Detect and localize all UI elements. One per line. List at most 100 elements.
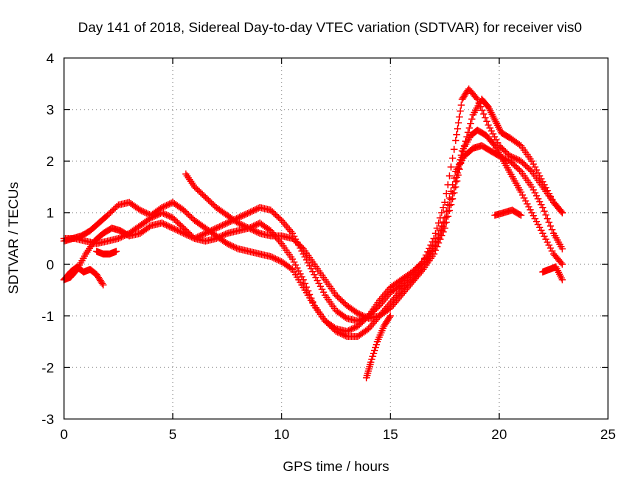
data-point: [454, 165, 462, 173]
data-point: [99, 281, 107, 289]
data-point: [211, 225, 219, 233]
series-track-6: [93, 247, 120, 258]
data-point: [358, 311, 366, 319]
data-point: [247, 208, 255, 216]
data-point: [111, 204, 119, 212]
data-point: [439, 228, 447, 236]
data-point: [341, 313, 349, 321]
data-point: [536, 198, 544, 206]
data-point: [534, 195, 542, 203]
data-point: [184, 232, 192, 240]
data-point: [200, 192, 208, 200]
data-point: [540, 181, 548, 189]
data-point: [114, 235, 122, 242]
data-point: [533, 218, 541, 226]
data-point: [348, 325, 356, 333]
data-point: [220, 231, 228, 239]
data-point: [460, 142, 468, 150]
x-tick-label: 15: [383, 426, 399, 442]
data-point: [295, 267, 303, 275]
data-point: [472, 94, 480, 102]
data-point: [483, 117, 491, 125]
data-point: [338, 330, 346, 338]
data-point: [248, 207, 256, 215]
data-point: [354, 309, 362, 317]
data-point: [268, 208, 276, 216]
data-point: [335, 329, 343, 337]
data-point: [172, 226, 180, 234]
data-point: [163, 201, 171, 209]
data-point: [548, 226, 556, 234]
data-point: [512, 155, 520, 163]
data-point: [287, 228, 295, 236]
data-point: [282, 222, 290, 230]
data-point: [357, 311, 365, 319]
data-point: [519, 191, 527, 199]
data-point: [498, 145, 506, 153]
data-point: [537, 201, 545, 209]
data-point: [540, 207, 548, 215]
data-point: [515, 141, 523, 149]
data-point: [546, 222, 554, 230]
data-point: [181, 230, 189, 238]
data-point: [247, 225, 255, 233]
data-point: [104, 211, 112, 219]
y-tick-label: -1: [42, 308, 55, 324]
data-point: [236, 213, 244, 221]
data-point: [517, 157, 525, 165]
data-point: [287, 264, 295, 272]
data-point: [363, 326, 371, 334]
data-point: [546, 193, 554, 201]
data-point: [253, 228, 261, 236]
y-tick-label: 1: [46, 205, 54, 221]
data-point: [517, 188, 525, 196]
data-point: [543, 187, 551, 195]
data-point: [298, 243, 306, 251]
data-point: [453, 177, 461, 185]
data-point: [242, 223, 250, 231]
data-point: [293, 264, 301, 272]
data-point: [462, 137, 470, 145]
data-point: [248, 226, 256, 234]
data-point: [270, 254, 278, 262]
data-point: [536, 223, 544, 231]
data-point: [468, 115, 476, 123]
data-point: [371, 344, 379, 352]
data-point: [548, 195, 556, 203]
data-point: [344, 327, 352, 335]
data-point: [189, 234, 197, 242]
data-point: [312, 274, 320, 282]
data-point: [223, 240, 231, 248]
data-point: [341, 332, 349, 340]
data-point: [138, 207, 146, 215]
data-point: [161, 210, 169, 218]
x-tick-label: 25: [600, 426, 616, 442]
data-point: [167, 223, 175, 231]
data-point: [529, 212, 537, 220]
data-point: [231, 243, 239, 251]
data-point: [332, 327, 340, 335]
data-point: [321, 317, 329, 325]
data-point: [511, 154, 519, 162]
y-axis-label: SDTVAR / TECUs: [5, 182, 21, 294]
data-point: [161, 202, 169, 210]
data-point: [237, 221, 245, 229]
data-point: [545, 241, 553, 249]
data-point: [490, 140, 498, 148]
data-point: [449, 195, 457, 203]
data-point: [173, 218, 181, 226]
y-tick-label: 2: [46, 153, 54, 169]
data-point: [371, 346, 379, 354]
data-point: [273, 212, 281, 220]
data-point: [542, 235, 550, 243]
data-point: [515, 166, 523, 174]
data-point: [459, 148, 467, 156]
data-point: [486, 124, 494, 132]
data-point: [442, 190, 450, 198]
y-tick-label: -3: [42, 411, 55, 427]
data-point: [512, 163, 520, 171]
data-point: [480, 110, 488, 118]
data-point: [444, 212, 452, 220]
data-point: [292, 237, 300, 245]
